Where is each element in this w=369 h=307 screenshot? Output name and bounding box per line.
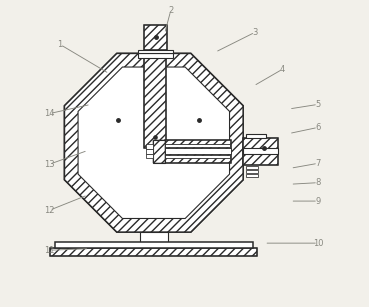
Text: 4: 4 [280, 64, 285, 74]
Polygon shape [78, 67, 230, 219]
Text: 6: 6 [315, 123, 321, 132]
Polygon shape [65, 53, 243, 232]
Bar [246, 134, 266, 138]
Bar [144, 53, 166, 148]
Bar [138, 50, 173, 53]
Bar [146, 144, 153, 149]
Text: 5: 5 [315, 100, 321, 109]
Polygon shape [65, 53, 243, 232]
Bar [51, 248, 257, 256]
Bar [146, 154, 153, 158]
Bar [140, 232, 168, 242]
Text: 10: 10 [313, 239, 323, 248]
Text: 7: 7 [315, 159, 321, 168]
Bar [138, 53, 173, 58]
Bar [165, 140, 231, 163]
Text: 13: 13 [44, 160, 55, 169]
Bar [246, 173, 258, 177]
Bar [165, 155, 231, 158]
Bar [144, 25, 167, 50]
Bar [243, 138, 279, 165]
Text: 3: 3 [252, 28, 258, 37]
Bar [165, 144, 231, 147]
Bar [246, 169, 258, 173]
Bar [55, 242, 253, 248]
Text: 11: 11 [44, 246, 55, 255]
Bar [165, 148, 231, 154]
Text: 14: 14 [44, 109, 55, 118]
Text: 12: 12 [44, 206, 55, 215]
Text: 1: 1 [58, 40, 63, 49]
Text: 9: 9 [315, 196, 321, 206]
Polygon shape [78, 67, 230, 219]
Bar [243, 148, 279, 154]
Bar [246, 165, 258, 169]
Bar [146, 149, 153, 154]
Text: 2: 2 [168, 6, 173, 15]
Bar [153, 140, 165, 163]
Text: 8: 8 [315, 178, 321, 187]
